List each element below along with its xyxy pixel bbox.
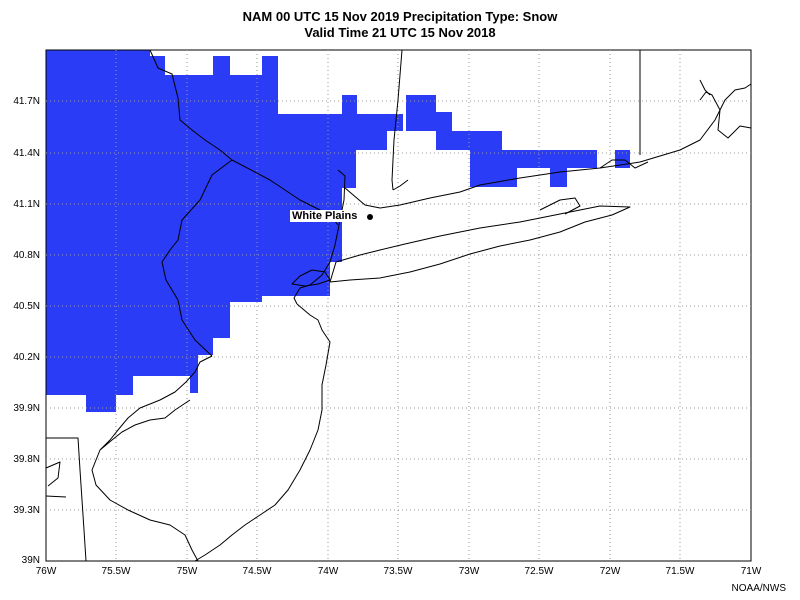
x-tick-label: 74.5W: [242, 566, 272, 577]
city-label: White Plains: [290, 210, 360, 222]
y-tick-label: 39.8N: [13, 454, 40, 465]
boundaries: [45, 49, 752, 562]
x-tick-label: 72.5W: [524, 566, 554, 577]
y-tick-label: 41.1N: [13, 199, 40, 210]
x-tick-label: 76W: [35, 566, 57, 577]
x-tick-label: 75.5W: [101, 566, 131, 577]
x-tick-label: 75W: [176, 566, 198, 577]
y-tick-label: 40.8N: [13, 250, 40, 261]
x-tick-label: 73W: [458, 566, 480, 577]
x-tick-label: 71W: [740, 566, 762, 577]
credit-label: NOAA/NWS: [731, 583, 786, 594]
map-title-line2: Valid Time 21 UTC 15 Nov 2018: [304, 25, 496, 40]
grid-lines: [46, 50, 751, 561]
y-tick-label: 39N: [21, 555, 40, 566]
map-title-line1: NAM 00 UTC 15 Nov 2019 Precipitation Typ…: [242, 9, 558, 24]
y-tick-label: 40.2N: [13, 352, 40, 363]
snow-area: [46, 50, 630, 412]
x-tick-label: 73.5W: [383, 566, 413, 577]
y-tick-label: 41.4N: [13, 148, 40, 159]
city-marker: [367, 214, 373, 220]
x-tick-label: 72W: [599, 566, 621, 577]
y-tick-label: 41.7N: [13, 96, 40, 107]
y-tick-label: 40.5N: [13, 301, 40, 312]
y-tick-label: 39.3N: [13, 505, 40, 516]
x-tick-label: 74W: [317, 566, 339, 577]
y-tick-label: 39.9N: [13, 403, 40, 414]
x-tick-label: 71.5W: [665, 566, 695, 577]
